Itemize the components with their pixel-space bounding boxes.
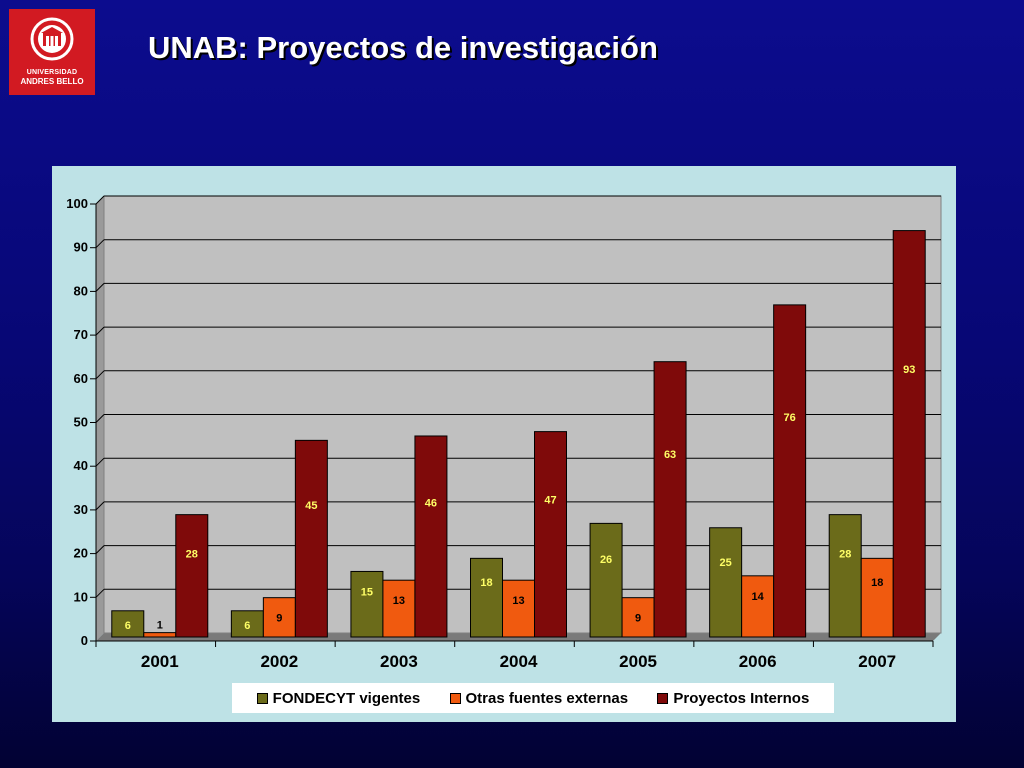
bar-otras-fuentes-externas (741, 575, 775, 638)
gridline-wall (95, 326, 105, 336)
data-label: 28 (839, 548, 851, 560)
y-tick-label: 10 (74, 589, 88, 604)
data-label: 14 (752, 591, 765, 603)
bar-otras-fuentes-externas (382, 579, 416, 638)
bar-chart: 0 10 20 30 40 50 60 70 80 90 100 6 1 28 2001 6 9 45 2002 15… (66, 195, 942, 671)
data-label: 9 (276, 613, 282, 625)
data-label: 46 (425, 497, 437, 509)
y-tick-label: 30 (74, 502, 88, 517)
y-tick-label: 100 (66, 196, 88, 211)
gridline-wall (95, 414, 105, 423)
x-tick-label: 2004 (500, 652, 538, 671)
legend-label: Otras fuentes externas (465, 689, 629, 707)
bar-otras-fuentes-externas (502, 579, 535, 638)
bar-fondecyt-vigentes (589, 522, 623, 638)
logo-name-label: ANDRES BELLO (20, 77, 84, 86)
bar-fondecyt-vigentes (350, 570, 384, 638)
data-label: 63 (664, 449, 676, 461)
legend-swatch (449, 692, 461, 704)
logo-university-label: UNIVERSIDAD (26, 69, 78, 76)
data-label: 13 (393, 595, 405, 607)
y-tick-label: 70 (74, 327, 88, 342)
bar-proyectos-internos (773, 304, 807, 638)
data-label: 15 (361, 586, 373, 598)
legend-item: Proyectos Internos (657, 690, 809, 707)
gridline-wall (95, 370, 105, 380)
data-label: 6 (125, 620, 131, 632)
y-tick-label: 50 (74, 415, 88, 430)
bar-proyectos-internos (653, 361, 687, 638)
university-logo: UNIVERSIDAD ANDRES BELLO (9, 9, 95, 95)
bar-fondecyt-vigentes (709, 527, 743, 638)
bar-fondecyt-vigentes (111, 610, 145, 638)
gridline-wall (95, 239, 105, 249)
chart-legend: FONDECYT vigentes Otras fuentes externas P… (232, 683, 834, 713)
data-label: 76 (784, 412, 796, 424)
bar-otras-fuentes-externas (621, 597, 655, 638)
data-label: 93 (903, 364, 915, 376)
y-tick-label: 80 (74, 283, 88, 298)
legend-item: FONDECYT vigentes (256, 689, 421, 707)
gridline-wall (95, 501, 105, 511)
data-label: 26 (600, 554, 612, 566)
gridline-wall (95, 545, 105, 554)
slide-title: UNAB: Proyectos de investigación (148, 30, 658, 65)
data-label: 9 (635, 613, 641, 625)
x-tick-label: 2006 (739, 652, 777, 671)
bar-proyectos-internos (892, 230, 926, 638)
y-tick-label: 20 (74, 546, 88, 561)
y-tick-label: 60 (74, 371, 88, 386)
bar-otras-fuentes-externas (262, 597, 296, 638)
x-tick-label: 2005 (619, 652, 657, 671)
x-tick-label: 2002 (260, 652, 298, 671)
gridline-wall (95, 195, 105, 205)
data-label: 28 (186, 548, 198, 560)
bar-otras-fuentes-externas (860, 557, 894, 638)
data-label: 45 (305, 500, 317, 512)
chart-panel: 0 10 20 30 40 50 60 70 80 90 100 6 1 28 2001 6 9 45 2002 15… (52, 166, 956, 722)
bar-proyectos-internos (175, 514, 209, 638)
legend-label: FONDECYT vigentes (272, 689, 421, 707)
bar-otras-fuentes-externas (143, 632, 177, 638)
bar-fondecyt-vigentes (470, 557, 503, 638)
crest-icon (30, 17, 74, 61)
bar-proyectos-internos (534, 431, 567, 638)
gridline-wall (95, 457, 105, 467)
x-tick-label: 2003 (380, 652, 418, 671)
legend-label: Proyectos Internos (673, 689, 810, 707)
bar-fondecyt-vigentes (828, 514, 862, 638)
x-tick-label: 2001 (141, 652, 179, 671)
data-label: 47 (544, 494, 556, 506)
y-tick-label: 90 (74, 240, 88, 255)
data-label: 18 (871, 577, 883, 589)
legend-swatch (256, 692, 268, 704)
data-label: 13 (512, 595, 524, 607)
y-tick-label: 0 (81, 633, 88, 648)
bar-fondecyt-vigentes (230, 610, 264, 638)
legend-swatch (657, 692, 669, 704)
gridline-wall (95, 283, 105, 292)
bar-proyectos-internos (414, 435, 448, 638)
gridline-wall (95, 588, 105, 598)
bar-proyectos-internos (294, 439, 328, 638)
data-label: 6 (244, 620, 250, 632)
data-label: 1 (157, 620, 163, 632)
y-tick-label: 40 (74, 458, 88, 473)
data-label: 25 (720, 557, 732, 569)
legend-item: Otras fuentes externas (449, 689, 629, 707)
x-tick-label: 2007 (858, 652, 896, 671)
data-label: 18 (480, 577, 492, 589)
